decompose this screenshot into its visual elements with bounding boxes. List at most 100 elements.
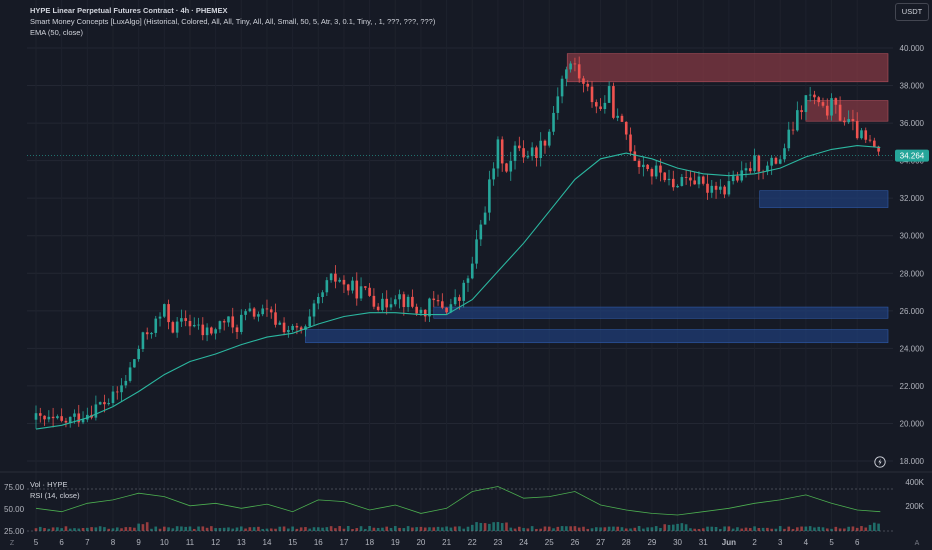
volume-bar — [393, 526, 397, 531]
volume-bar — [714, 527, 718, 531]
volume-bar — [428, 527, 431, 531]
volume-bar — [68, 528, 72, 531]
volume-bar — [107, 528, 111, 531]
volume-bar — [671, 524, 675, 531]
volume-bar — [445, 526, 448, 531]
candle-body — [714, 185, 718, 190]
candle-body — [646, 164, 649, 170]
volume-bar — [569, 526, 572, 531]
y-tick-label: 24.000 — [900, 344, 925, 353]
volume-bar — [483, 523, 487, 531]
x-tick-label: 6 — [855, 538, 860, 547]
volume-bar — [475, 522, 478, 531]
volume-bar — [565, 526, 568, 531]
volume-bar — [706, 526, 709, 531]
volume-bar — [847, 526, 850, 531]
volume-bar — [522, 527, 525, 531]
ema-indicator-label[interactable]: EMA (50, close) — [30, 28, 83, 37]
volume-bar — [530, 526, 534, 531]
volume-bar — [659, 527, 662, 531]
auto-scale-button[interactable]: A — [915, 540, 920, 547]
volume-bar — [761, 527, 765, 531]
candle-body — [577, 64, 581, 79]
candle-body — [43, 415, 46, 420]
volume-bar — [689, 528, 692, 531]
volume-bar — [381, 527, 384, 531]
candle-body — [873, 140, 876, 147]
volume-bar — [180, 526, 183, 531]
x-tick-label: 27 — [596, 538, 605, 547]
volume-bar — [158, 528, 162, 531]
volume-bar — [406, 526, 410, 531]
chart-settings-icon[interactable] — [874, 456, 886, 468]
volume-bar — [137, 523, 140, 531]
candle-body — [381, 298, 384, 311]
currency-button[interactable]: USDT — [895, 3, 929, 21]
candle-body — [633, 151, 637, 161]
candle-body — [462, 282, 466, 301]
volume-bar — [329, 526, 333, 531]
volume-bar — [38, 526, 42, 531]
candle-body — [274, 312, 277, 325]
candle-body — [864, 130, 868, 140]
volume-bar — [287, 528, 290, 531]
candle-body — [342, 279, 346, 285]
volume-bar — [778, 526, 782, 531]
volume-bar — [612, 526, 615, 531]
candle-body — [428, 298, 431, 317]
volume-bar — [150, 528, 153, 531]
chart-title: HYPE Linear Perpetual Futures Contract ·… — [30, 6, 228, 15]
x-tick-label: 29 — [647, 538, 656, 547]
candle-body — [235, 327, 239, 332]
candle-body — [513, 145, 517, 161]
candle-body — [565, 69, 568, 79]
candle-body — [167, 304, 170, 323]
volume-bar — [800, 526, 803, 531]
candle-body — [654, 165, 658, 177]
candle-body — [783, 148, 786, 160]
candle-body — [449, 304, 453, 313]
zoom-out-button[interactable]: Z — [10, 540, 15, 547]
candle-body — [736, 176, 739, 181]
volume-indicator-label[interactable]: Vol · HYPE — [30, 480, 68, 489]
candle-body — [133, 359, 136, 368]
candle-body — [744, 168, 748, 171]
candle-body — [731, 176, 735, 182]
volume-bar — [398, 527, 401, 531]
x-tick-label: 9 — [136, 538, 141, 547]
volume-bar — [252, 527, 256, 531]
candle-body — [308, 316, 312, 327]
candle-body — [248, 308, 252, 312]
candle-body — [111, 391, 115, 404]
candle-body — [650, 169, 654, 177]
candle-body — [192, 324, 196, 327]
volume-bar — [855, 527, 859, 531]
x-tick-label: 28 — [622, 538, 631, 547]
volume-bar — [808, 526, 812, 531]
volume-bar — [359, 526, 363, 531]
volume-bar — [505, 522, 508, 531]
candle-body — [291, 325, 294, 330]
rsi-indicator-label[interactable]: RSI (14, close) — [30, 491, 80, 500]
volume-bar — [235, 527, 239, 531]
candle-body — [603, 102, 607, 110]
volume-bar — [586, 528, 590, 531]
candle-body — [569, 63, 572, 70]
volume-bar — [603, 527, 607, 531]
volume-bar — [278, 526, 282, 531]
candle-body — [595, 102, 598, 107]
volume-bar — [462, 528, 466, 531]
volume-bar — [577, 527, 581, 531]
smc-indicator-label[interactable]: Smart Money Concepts [LuxAlgo] (Historic… — [30, 17, 436, 26]
volume-bar — [355, 528, 359, 531]
volume-bar — [389, 527, 393, 531]
candle-body — [813, 94, 816, 98]
rsi-tick-label: 25.00 — [4, 527, 25, 536]
volume-bar — [248, 527, 252, 531]
x-tick-label: 3 — [778, 538, 783, 547]
volume-bar — [334, 528, 337, 531]
volume-bar — [244, 528, 247, 531]
volume-bar — [325, 527, 329, 531]
candle-body — [325, 280, 329, 293]
